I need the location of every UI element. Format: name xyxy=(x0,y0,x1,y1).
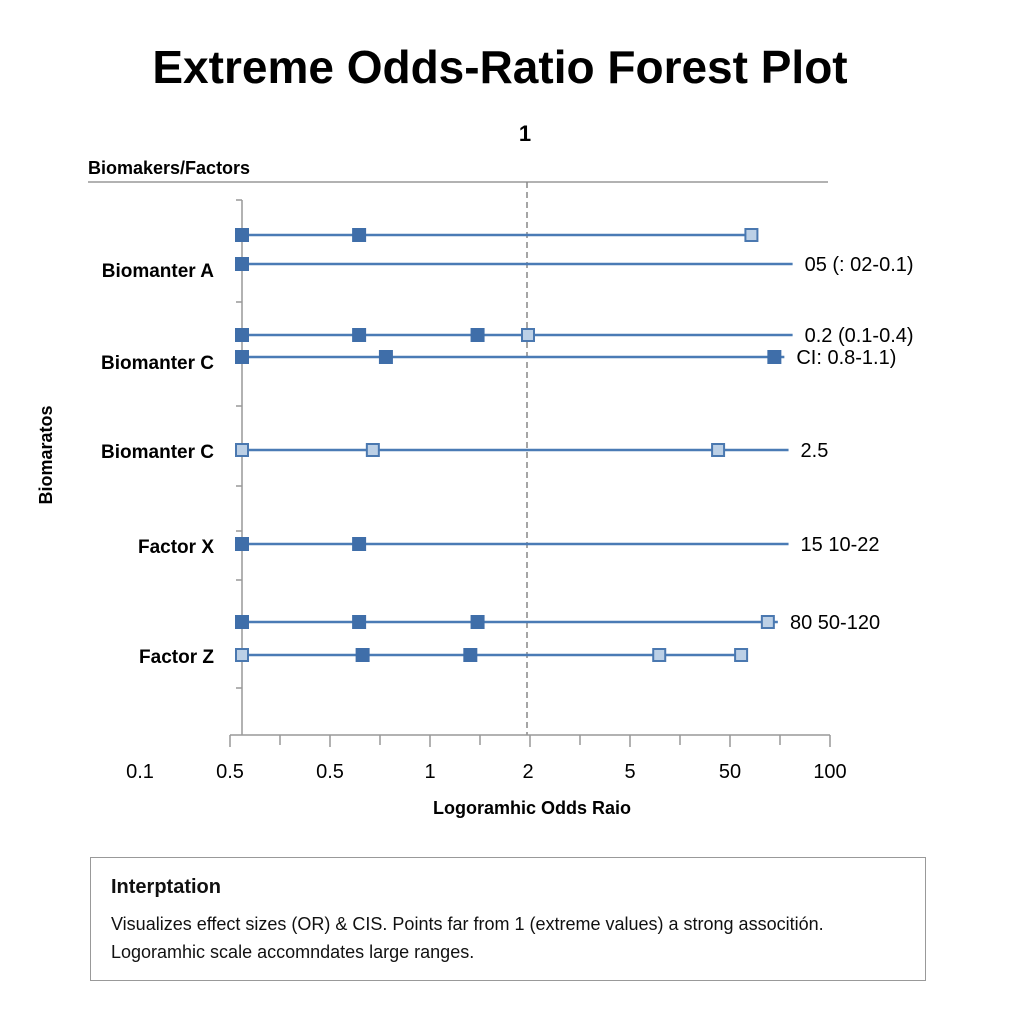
row-value-label: 80 50-120 xyxy=(790,612,880,634)
marker-filled xyxy=(235,537,249,551)
category-label: Biomanter A xyxy=(102,261,215,282)
marker-filled xyxy=(352,228,367,242)
category-label: Biomanter C xyxy=(101,353,214,374)
chart-title: Extreme Odds-Ratio Forest Plot xyxy=(152,41,848,93)
marker-filled xyxy=(235,257,249,271)
row-value-label: CI: 0.8-1.1) xyxy=(796,347,896,369)
x-tick-label: 2 xyxy=(522,761,533,783)
marker-filled xyxy=(352,328,367,342)
marker-filled xyxy=(355,648,370,662)
header-label: Biomakers/Factors xyxy=(88,158,250,178)
marker-hollow xyxy=(711,443,726,457)
marker-filled xyxy=(767,350,782,364)
marker-hollow xyxy=(760,615,775,629)
marker-hollow xyxy=(652,648,667,662)
interpretation-title: Interptation xyxy=(111,876,221,898)
x-tick-label: 100 xyxy=(813,761,846,783)
interpretation-box: Interptation Visualizes effect sizes (OR… xyxy=(90,857,926,981)
marker-hollow xyxy=(734,648,749,662)
category-label: Factor Z xyxy=(139,647,214,668)
interpretation-line-1: Visualizes effect sizes (OR) & CIS. Poin… xyxy=(111,914,824,934)
reference-label: 1 xyxy=(519,121,531,146)
x-tick-label: 50 xyxy=(719,761,741,783)
row-value-label: 0.2 (0.1-0.4) xyxy=(805,325,914,347)
category-label: Factor X xyxy=(138,537,214,558)
marker-filled xyxy=(352,537,367,551)
marker-filled xyxy=(352,615,367,629)
interpretation-line-2: Logoramhic scale accomndates large range… xyxy=(111,942,475,962)
interpretation-text: Visualizes effect sizes (OR) & CIS. Poin… xyxy=(111,910,824,966)
row-value-label: 05 (: 02-0.1) xyxy=(805,254,914,276)
row-value-label: 2.5 xyxy=(801,440,829,462)
marker-filled xyxy=(235,328,249,342)
x-tick-label: 5 xyxy=(624,761,635,783)
x-tick-label: 0.5 xyxy=(316,761,344,783)
marker-hollow xyxy=(744,228,759,242)
y-axis-title: Biomaratos xyxy=(36,405,56,504)
marker-hollow xyxy=(521,328,535,342)
marker-hollow xyxy=(235,443,249,457)
marker-filled xyxy=(235,350,249,364)
forest-plot: Biomakers/Factors 1 0.1 0.5 0.5 1 2 5 50 100 Logor… xyxy=(36,121,914,818)
marker-filled xyxy=(235,228,249,242)
x-axis-title: Logoramhic Odds Raio xyxy=(433,798,631,818)
category-label: Biomanter C xyxy=(101,442,214,463)
x-tick-label: 1 xyxy=(424,761,435,783)
x-tick-label: 0.5 xyxy=(216,761,244,783)
x-tick-label: 0.1 xyxy=(126,761,154,783)
marker-hollow xyxy=(235,648,249,662)
marker-hollow xyxy=(365,443,380,457)
marker-filled xyxy=(463,648,478,662)
marker-filled xyxy=(470,328,485,342)
marker-filled xyxy=(378,350,393,364)
marker-filled xyxy=(235,615,249,629)
marker-filled xyxy=(470,615,485,629)
row-value-label: 15 10-22 xyxy=(801,534,880,556)
